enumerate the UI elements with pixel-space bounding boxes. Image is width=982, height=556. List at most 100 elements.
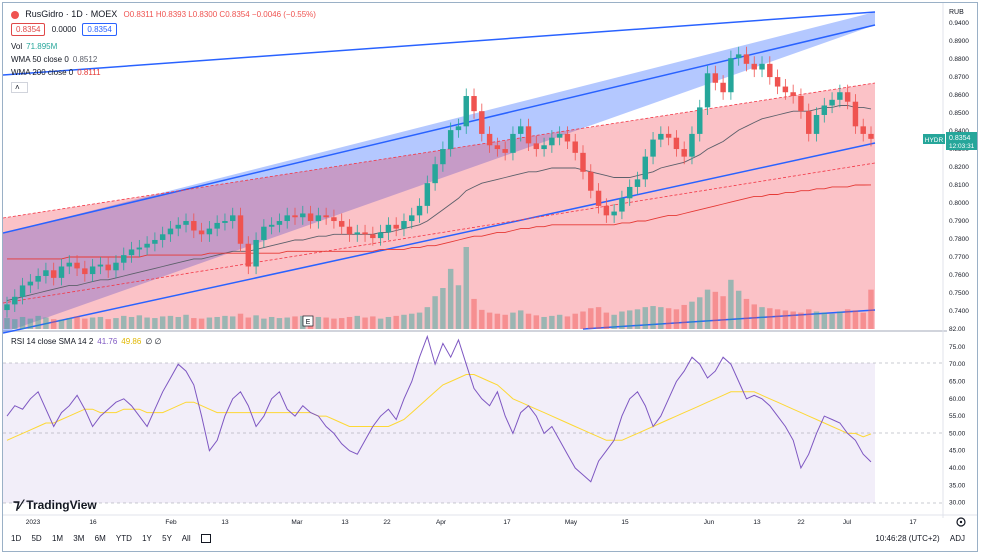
price-tick-label: 0.7800 [949, 236, 969, 243]
price-tick-label: 0.7600 [949, 272, 969, 279]
candle-body [564, 133, 571, 142]
ask-price-button[interactable]: 0.8354 [82, 23, 117, 36]
date-range-calendar-icon[interactable] [200, 534, 211, 544]
volume-bar [128, 316, 135, 329]
rsi-legend[interactable]: RSI 14 close SMA 14 2 41.76 49.86 ∅ ∅ [11, 337, 166, 346]
price-axis[interactable]: 0.9400 0.8900 0.8800 0.8700 0.8600 0.8500 0.84… [949, 20, 969, 333]
rsi-tick-label: 60.00 [949, 396, 966, 403]
range-1y[interactable]: 1Y [142, 534, 152, 543]
candle-body [416, 205, 423, 216]
candle-body [230, 215, 236, 222]
candle-body [128, 249, 135, 256]
volume-bar [556, 314, 563, 329]
adj-toggle[interactable]: ADJ [949, 534, 965, 543]
volume-bar [689, 301, 695, 329]
price-pane[interactable] [3, 3, 875, 329]
volume-bar [58, 319, 65, 329]
candle-body [673, 137, 680, 150]
candle-body [354, 232, 360, 235]
volume-bar [837, 311, 843, 329]
volume-bar [580, 311, 586, 329]
candle-body [619, 198, 625, 212]
wma50-label: WMA 50 close 0 [11, 55, 69, 64]
up-down-icon [11, 10, 19, 19]
range-5y[interactable]: 5Y [162, 534, 172, 543]
rsi-line [6, 334, 872, 483]
candle-body [813, 114, 820, 134]
volume-bar [813, 311, 820, 329]
candle-body [152, 239, 158, 244]
volume-bar [595, 307, 602, 329]
rsi-sma-value: 49.86 [121, 337, 142, 346]
collapse-legend-button[interactable]: ˄ [11, 82, 28, 93]
range-6m[interactable]: 6M [94, 534, 106, 543]
candle-body [362, 232, 368, 235]
range-1m[interactable]: 1M [51, 534, 64, 543]
volume-bar [354, 315, 360, 329]
candle-body [105, 264, 111, 271]
settings-gear-icon[interactable] [956, 517, 966, 527]
red-channel-fill [3, 83, 875, 329]
candle-body [541, 145, 547, 150]
price-tick-label: 0.8800 [949, 56, 969, 63]
status-bar-right: 10:46:28 (UTC+2) ADJ [867, 534, 965, 543]
volume-bar [12, 319, 18, 329]
candle-body [432, 164, 438, 184]
range-5d[interactable]: 5D [31, 534, 42, 543]
candle-body [370, 234, 376, 239]
last-price-countdown: 12:03:31 [949, 143, 975, 150]
rsi-tick-label: 35.00 [949, 482, 966, 489]
rsi-tick-label: 55.00 [949, 413, 966, 420]
clock[interactable]: 10:46:28 (UTC+2) [875, 534, 940, 543]
range-ytd[interactable]: YTD [115, 534, 132, 543]
volume-bar [82, 318, 88, 329]
earnings-marker-box[interactable] [302, 315, 314, 327]
volume-bar [261, 318, 267, 329]
volume-legend[interactable]: Vol 71.895M [11, 42, 61, 51]
candle-body [27, 281, 34, 286]
rsi-axis[interactable]: 75.00 70.00 65.00 60.00 55.00 50.00 45.00 40.00… [949, 344, 966, 507]
time-tick-label: 17 [909, 519, 917, 526]
volume-bar [237, 313, 244, 329]
range-1d[interactable]: 1D [11, 534, 22, 543]
candle-body [782, 86, 789, 93]
candle-body [837, 92, 843, 100]
candle-body [4, 304, 10, 311]
price-tick-label: 0.8600 [949, 92, 969, 99]
volume-bar [619, 311, 625, 329]
chevron-up-icon: ˄ [15, 83, 20, 92]
range-toolbar: 1D 5D 1M 3M 6M YTD 1Y 5Y All [11, 534, 219, 544]
time-axis[interactable]: 2023 16 Feb 13 Mar 13 22 Apr 17 May 15 Jun 13 22 Jul 17 [26, 519, 917, 526]
volume-bar [276, 318, 283, 329]
volume-bar [479, 309, 485, 329]
volume-bar [502, 314, 508, 329]
range-3m[interactable]: 3M [73, 534, 85, 543]
volume-bar [486, 312, 493, 329]
time-tick-label: 13 [221, 519, 229, 526]
candle-body [743, 54, 750, 64]
bid-price-button[interactable]: 0.8354 [11, 23, 46, 36]
range-all[interactable]: All [181, 534, 191, 543]
candle-body [121, 255, 127, 263]
wma50-legend[interactable]: WMA 50 close 0 0.8512 [11, 55, 101, 64]
candle-body [19, 285, 26, 297]
volume-bar [113, 318, 119, 329]
volume-bar [105, 319, 111, 329]
rsi-tick-label: 70.00 [949, 361, 966, 368]
wma50-value: 0.8512 [72, 55, 98, 64]
time-tick-label: May [565, 519, 578, 526]
candle-body [292, 215, 298, 218]
volume-value: 71.895M [26, 42, 58, 51]
ohlc-values: O0.8311 H0.8393 L0.8300 C0.8354 −0.0046 … [123, 10, 316, 19]
earnings-marker[interactable]: E [306, 319, 311, 326]
symbol-title[interactable]: RusGidro · 1D · MOEX [25, 9, 118, 19]
candle-body [401, 221, 407, 229]
candle-body [82, 268, 88, 275]
candle-body [276, 221, 283, 225]
wma200-legend[interactable]: WMA 200 close 0 0.8111 [11, 68, 105, 77]
chart-canvas[interactable]: 0.9400 0.8900 0.8800 0.8700 0.8600 0.8500 0.84… [3, 3, 978, 552]
volume-bar [74, 316, 80, 329]
volume-bar [230, 316, 236, 329]
volume-bar [89, 317, 96, 329]
tradingview-logo[interactable]: ⁊⁄ TradingView [13, 496, 97, 513]
